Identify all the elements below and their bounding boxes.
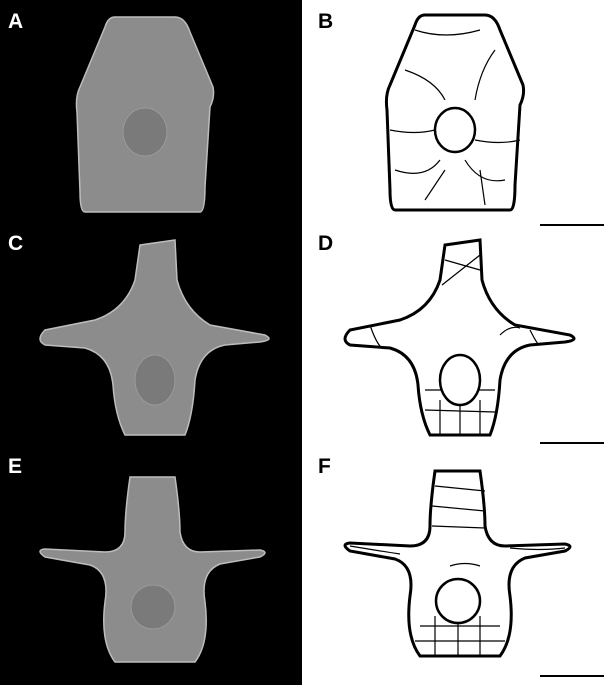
panel-label: D: [318, 232, 333, 255]
drawing-f: [343, 469, 572, 658]
drawing-b: [384, 13, 526, 212]
panel-label: E: [8, 455, 22, 478]
scan-e: [39, 476, 266, 663]
panel-label: A: [8, 10, 23, 33]
scan-a: [75, 16, 215, 213]
scan-c: [39, 239, 270, 436]
panel-label: F: [318, 455, 331, 478]
panel-label: C: [8, 232, 23, 255]
panel-label: B: [318, 10, 333, 33]
drawing-d: [343, 238, 576, 437]
